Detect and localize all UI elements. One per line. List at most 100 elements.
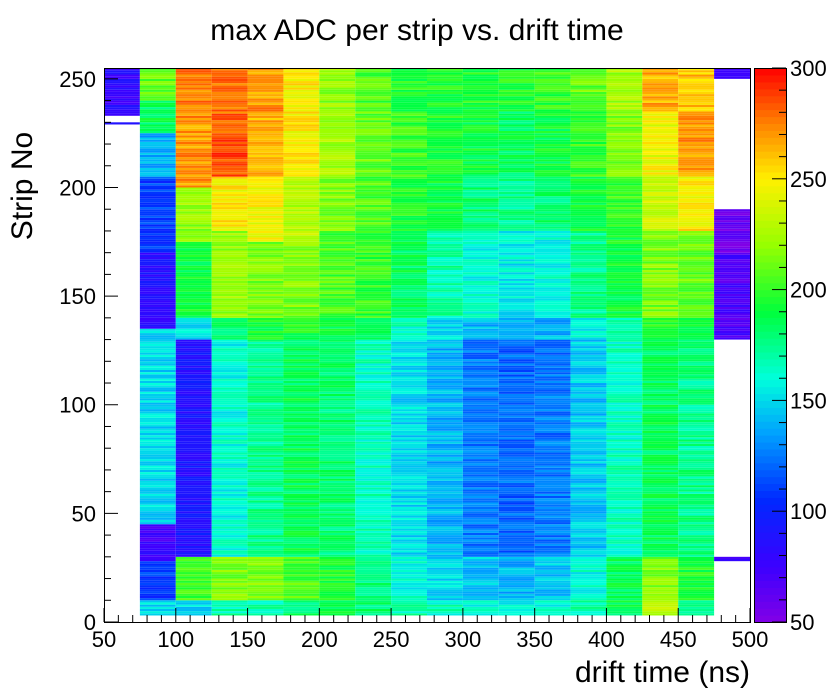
heatmap-cell — [534, 467, 571, 470]
heatmap-cell — [355, 489, 392, 492]
heatmap-cell — [139, 100, 176, 103]
heatmap-cell — [570, 139, 607, 142]
heatmap-cell — [606, 124, 643, 127]
heatmap-cell — [139, 513, 176, 516]
heatmap-cell — [211, 413, 248, 416]
heatmap-cell — [355, 548, 392, 551]
heatmap-cell — [642, 339, 679, 342]
colorbar-segment — [754, 525, 786, 533]
heatmap-cell — [570, 341, 607, 344]
heatmap-cell — [498, 578, 535, 581]
heatmap-cell — [319, 535, 356, 538]
heatmap-cell — [283, 183, 320, 186]
heatmap-cell — [247, 587, 284, 590]
heatmap-cell — [498, 248, 535, 251]
heatmap-cell — [462, 506, 499, 510]
heatmap-cell — [642, 189, 679, 192]
heatmap-cell — [139, 304, 176, 307]
heatmap-cell — [211, 469, 248, 473]
heatmap-cell — [175, 204, 212, 208]
heatmap-cell — [606, 302, 643, 305]
heatmap-cell — [678, 78, 715, 82]
heatmap-cell — [498, 306, 535, 310]
heatmap-cell — [534, 131, 571, 134]
heatmap-cell — [175, 456, 212, 460]
heatmap-cell — [606, 296, 643, 299]
heatmap-cell — [247, 163, 284, 166]
heatmap-cell — [391, 322, 427, 325]
heatmap-cell — [606, 417, 643, 420]
colorbar-tick-label: 150 — [790, 388, 827, 413]
heatmap-cell — [570, 306, 607, 310]
heatmap-cell — [175, 191, 212, 195]
heatmap-cell — [319, 302, 356, 305]
heatmap-cell — [355, 74, 392, 77]
heatmap-cell — [642, 513, 679, 516]
heatmap-cell — [462, 493, 499, 496]
heatmap-cell — [247, 593, 284, 596]
heatmap-cell — [247, 183, 284, 186]
heatmap-cell — [462, 270, 499, 273]
heatmap-cell — [139, 569, 176, 573]
heatmap-cell — [570, 74, 607, 77]
heatmap-cell — [498, 476, 535, 479]
heatmap-cell — [570, 276, 607, 279]
heatmap-cell — [498, 515, 535, 518]
heatmap-cell — [606, 437, 643, 440]
heatmap-cell — [175, 272, 212, 275]
heatmap-cell — [462, 348, 499, 351]
heatmap-cell — [606, 313, 643, 316]
heatmap-cell — [283, 428, 320, 431]
heatmap-cell — [606, 441, 643, 444]
heatmap-cell — [139, 161, 176, 164]
heatmap-cell — [175, 246, 212, 249]
heatmap-cell — [175, 413, 212, 416]
heatmap-cell — [606, 113, 643, 116]
heatmap-cell — [139, 78, 176, 82]
heatmap-cell — [391, 385, 427, 388]
colorbar-tick-label: 200 — [790, 278, 827, 303]
heatmap-cell — [391, 306, 427, 310]
heatmap-cell — [247, 139, 284, 142]
heatmap-cell — [247, 287, 284, 290]
heatmap-cell — [211, 293, 248, 297]
heatmap-cell — [319, 467, 356, 470]
heatmap-cell — [498, 163, 535, 166]
heatmap-cell — [247, 243, 284, 247]
heatmap-cell — [391, 178, 427, 181]
heatmap-cell — [391, 474, 427, 477]
heatmap-cell — [283, 500, 320, 503]
heatmap-cell — [462, 167, 499, 171]
heatmap-cell — [175, 126, 212, 129]
heatmap-cell — [498, 559, 535, 562]
heatmap-cell — [714, 68, 750, 71]
heatmap-cell — [498, 131, 535, 134]
heatmap-cell — [714, 222, 750, 225]
heatmap-cell — [534, 532, 571, 536]
heatmap-cell — [319, 157, 356, 160]
heatmap-cell — [175, 96, 212, 99]
heatmap-cell — [355, 359, 392, 362]
colorbar-segment — [754, 123, 786, 131]
heatmap-cell — [211, 220, 248, 223]
heatmap-cell — [427, 139, 463, 142]
heatmap-cell — [391, 563, 427, 566]
heatmap-cell — [211, 363, 248, 366]
heatmap-cell — [534, 432, 571, 436]
heatmap-cell — [498, 189, 535, 192]
heatmap-cell — [319, 187, 356, 190]
heatmap-cell — [534, 111, 571, 114]
heatmap-cell — [175, 561, 212, 564]
heatmap-cell — [175, 230, 212, 234]
heatmap-cell — [355, 600, 392, 603]
heatmap-cell — [606, 432, 643, 436]
heatmap-cell — [247, 582, 284, 586]
heatmap-cell — [211, 109, 248, 112]
heatmap-cell — [139, 456, 176, 460]
heatmap-cell — [355, 83, 392, 86]
heatmap-cell — [534, 74, 571, 77]
heatmap-cell — [391, 578, 427, 581]
heatmap-cell — [355, 582, 392, 586]
heatmap-cell — [570, 194, 607, 197]
heatmap-cell — [642, 517, 679, 520]
